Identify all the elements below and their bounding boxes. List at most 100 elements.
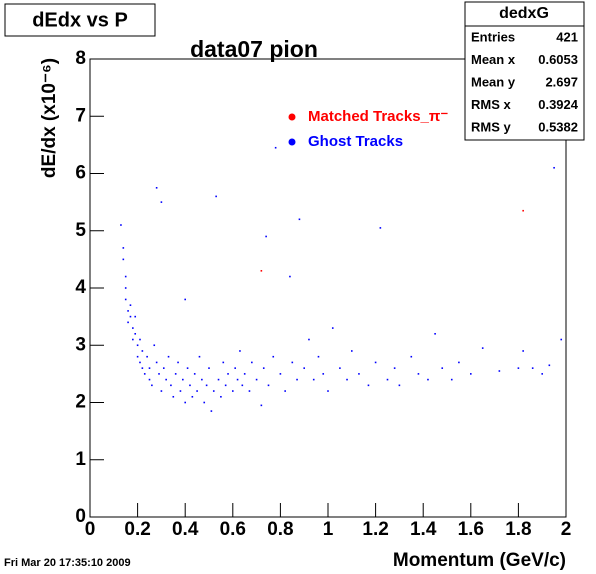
x-tick-label: 1.4 [410,519,437,540]
stats-value: 0.6053 [538,52,578,67]
chart-title: dEdx vs P [32,9,128,31]
point [260,404,263,407]
point [450,378,453,381]
point [227,373,229,375]
point [339,367,341,369]
point [179,390,182,392]
point [205,384,208,387]
point [262,367,265,369]
point [239,350,241,352]
point [127,310,129,312]
point [148,378,151,381]
point [251,361,253,364]
stats-label: RMS x [471,97,512,112]
point [139,361,141,364]
point [141,350,144,352]
point [243,373,246,375]
point [410,355,413,358]
point [224,384,227,387]
point [212,390,215,392]
point [124,298,127,301]
point [272,355,275,358]
point [279,373,282,375]
point [296,378,298,381]
point [155,361,158,364]
point [141,367,144,369]
point [210,410,213,412]
point [196,390,198,392]
x-tick-label: 1.6 [458,519,484,540]
point [222,361,225,364]
point [177,361,179,364]
point [160,390,163,392]
point [184,298,186,301]
point [522,209,524,212]
stats-frame [464,1,585,141]
point [148,367,151,369]
point [122,247,125,249]
stats-label: RMS y [471,119,512,134]
point [170,384,172,387]
point [208,367,210,369]
point [265,235,267,238]
legend-label: Ghost Tracks [308,133,403,150]
stats-label: Mean x [471,52,516,67]
point [303,367,305,369]
point [417,373,420,375]
point [331,327,334,329]
point [284,390,286,392]
legend-marker [288,138,296,146]
point [198,355,201,358]
x-tick-label: 1 [323,519,334,540]
point [241,384,244,387]
point [291,361,294,364]
point [398,384,401,387]
x-tick-label: 0.8 [267,519,293,540]
point [322,373,325,375]
point [186,367,189,369]
point [248,390,251,392]
x-tick-label: 1.2 [362,519,388,540]
point [165,378,167,381]
point [217,378,220,381]
point [220,395,222,398]
y-axis-title: dE/dx (x10⁻⁶) [39,58,60,178]
point [153,344,156,347]
point [522,350,524,352]
point [358,373,360,375]
point [201,378,203,381]
point [346,378,348,381]
point [151,384,153,387]
stats-value: 421 [556,29,578,44]
x-tick-label: 0.4 [172,519,199,540]
y-tick-label: 2 [75,392,86,413]
stats-value: 2.697 [545,74,578,89]
point [260,270,263,272]
point [124,287,127,289]
point [560,338,563,341]
point [134,333,137,335]
point [498,370,501,372]
point [182,378,184,381]
point [139,338,141,341]
y-tick-label: 3 [75,334,86,355]
stats-title: dedxG [499,5,549,22]
point [193,373,196,375]
point [236,378,239,381]
point [132,338,134,341]
point [308,338,310,341]
y-tick-label: 6 [75,163,86,184]
point [136,355,139,358]
stats-value: 0.3924 [538,97,579,112]
point [393,367,396,369]
timestamp: Fri Mar 20 17:35:10 2009 [4,557,131,569]
stats-label: Mean y [471,74,516,89]
stats-label: Entries [471,29,515,44]
point [458,361,460,364]
stats-box: dedxG Entries 421 Mean x 0.6053 Mean y 2.697 R… [464,1,585,141]
point [298,218,301,221]
point [191,395,194,398]
point [267,384,270,387]
point [232,390,234,392]
